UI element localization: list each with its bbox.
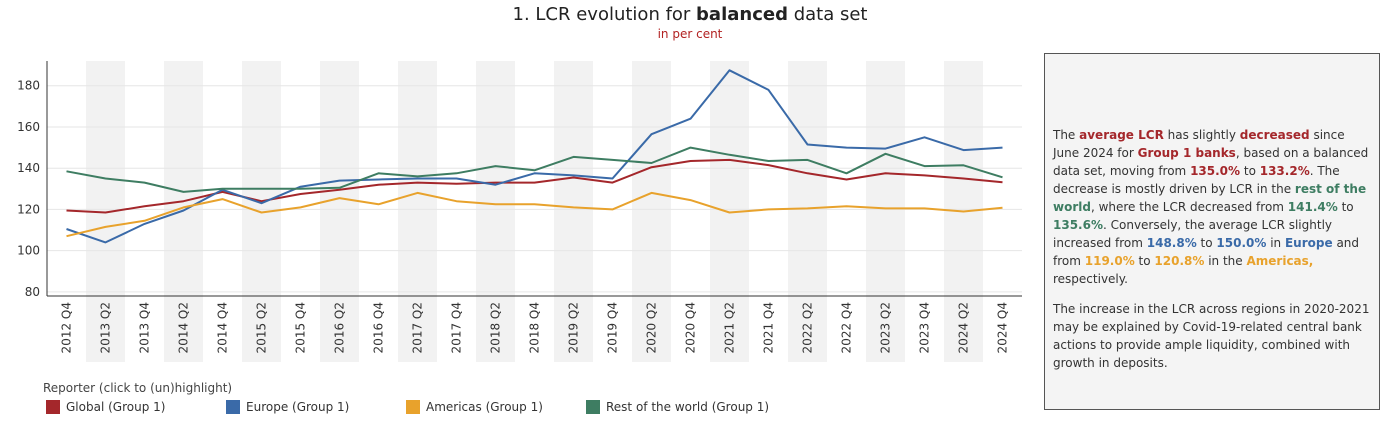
legend-swatch-americas xyxy=(406,400,420,414)
commentary-text: . The decrease is mostly driven by LCR i… xyxy=(1053,164,1340,196)
x-tick-label: 2015 Q2 xyxy=(255,302,269,353)
x-tick-label: 2014 Q2 xyxy=(177,302,191,353)
y-tick-label: 120 xyxy=(17,202,40,216)
commentary-text: respectively. xyxy=(1053,272,1128,286)
legend-title: Reporter (click to (un)highlight) xyxy=(43,381,233,395)
y-tick-label: 100 xyxy=(17,244,40,258)
category-band xyxy=(320,61,359,362)
x-tick-label: 2022 Q4 xyxy=(840,302,854,353)
legend-label-global: Global (Group 1) xyxy=(66,400,166,414)
x-tick-label: 2024 Q2 xyxy=(957,302,971,353)
chart-subtitle: in per cent xyxy=(657,27,723,41)
commentary-text: to xyxy=(1134,254,1155,268)
x-tick-label: 2020 Q2 xyxy=(645,302,659,353)
commentary-text: has slightly xyxy=(1163,128,1240,142)
legend-label-rest-of-world: Rest of the world (Group 1) xyxy=(606,400,770,414)
highlight-text: 133.2% xyxy=(1259,164,1310,178)
highlight-text: 120.8% xyxy=(1154,254,1205,268)
highlight-text: 148.8% xyxy=(1146,236,1197,250)
x-tick-label: 2023 Q2 xyxy=(879,302,893,353)
y-tick-label: 140 xyxy=(17,161,40,175)
x-tick-label: 2021 Q2 xyxy=(723,302,737,353)
commentary-text: and from xyxy=(1053,236,1360,268)
series-line-3 xyxy=(66,191,1003,238)
commentary-text: in xyxy=(1266,236,1285,250)
commentary-text: , based on a balanced data set, moving f… xyxy=(1053,146,1369,178)
commentary-text: to xyxy=(1196,236,1217,250)
x-tick-label: 2018 Q2 xyxy=(489,302,503,353)
x-tick-label: 2022 Q2 xyxy=(801,302,815,353)
chart-title: 1. LCR evolution for balanced data set xyxy=(512,4,868,25)
highlight-text: average LCR xyxy=(1079,128,1164,142)
highlight-text: Europe xyxy=(1284,236,1333,250)
y-tick-label: 160 xyxy=(17,120,40,134)
y-tick-label: 180 xyxy=(17,79,40,93)
series-line-4 xyxy=(66,146,1003,193)
commentary-text: , where the LCR decreased from xyxy=(1090,200,1288,214)
legend-swatch-global xyxy=(46,400,60,414)
commentary-panel: The average LCR has slightly decreased s… xyxy=(1044,53,1380,410)
commentary-paragraph-1: The average LCR has slightly decreased s… xyxy=(1053,126,1371,288)
category-band xyxy=(554,61,593,362)
x-tick-label: 2014 Q4 xyxy=(216,302,230,353)
highlight-text: 135.6% xyxy=(1053,218,1103,232)
commentary-paragraph-2: The increase in the LCR across regions i… xyxy=(1053,302,1370,370)
commentary-text: to xyxy=(1337,200,1354,214)
x-tick-label: 2020 Q4 xyxy=(684,302,698,353)
x-tick-label: 2023 Q4 xyxy=(918,302,932,353)
category-band xyxy=(398,61,437,362)
series-line-2 xyxy=(66,69,1003,244)
highlight-text: decreased xyxy=(1239,128,1310,142)
highlight-text: 150.0% xyxy=(1216,236,1267,250)
legend-label-europe: Europe (Group 1) xyxy=(246,400,350,414)
legend-item-global[interactable]: Global (Group 1) xyxy=(46,400,165,414)
commentary-text: in the xyxy=(1204,254,1247,268)
commentary-text: The xyxy=(1053,128,1080,142)
legend-swatch-rest-of-world xyxy=(586,400,600,414)
category-band xyxy=(476,61,515,362)
highlight-text: Americas, xyxy=(1246,254,1314,268)
y-tick-label: 80 xyxy=(25,285,40,299)
legend-label-americas: Americas (Group 1) xyxy=(426,400,543,414)
series-line-1 xyxy=(66,158,1003,214)
x-tick-label: 2013 Q4 xyxy=(138,302,152,353)
x-tick-label: 2015 Q4 xyxy=(294,302,308,353)
x-tick-label: 2021 Q4 xyxy=(762,302,776,353)
highlight-text: rest of the world xyxy=(1053,182,1367,214)
highlight-text: 135.0% xyxy=(1190,164,1241,178)
x-tick-label: 2019 Q4 xyxy=(606,302,620,353)
highlight-text: 141.4% xyxy=(1287,200,1338,214)
commentary-text: since June 2024 for xyxy=(1053,128,1345,160)
x-tick-label: 2019 Q2 xyxy=(567,302,581,353)
highlight-text: 119.0% xyxy=(1084,254,1135,268)
x-tick-label: 2016 Q2 xyxy=(333,302,347,353)
x-tick-label: 2013 Q2 xyxy=(99,302,113,353)
category-band xyxy=(632,61,671,362)
legend-item-europe[interactable]: Europe (Group 1) xyxy=(226,400,349,414)
x-tick-label: 2017 Q2 xyxy=(411,302,425,353)
x-tick-label: 2018 Q4 xyxy=(528,302,542,353)
x-tick-label: 2016 Q4 xyxy=(372,302,386,353)
category-band xyxy=(866,61,905,362)
commentary-text: . Conversely, the average LCR slightly i… xyxy=(1053,218,1333,250)
legend-item-rest-of-world[interactable]: Rest of the world (Group 1) xyxy=(586,400,769,414)
legend-item-americas[interactable]: Americas (Group 1) xyxy=(406,400,543,414)
x-tick-label: 2024 Q4 xyxy=(996,302,1010,353)
category-band xyxy=(788,61,827,362)
commentary-text: to xyxy=(1240,164,1260,178)
lcr-line-chart: 80 100 120 140 160 180 2012 Q4 2013 Q2 2013 Q4 20… xyxy=(17,61,1022,362)
x-tick-label: 2017 Q4 xyxy=(450,302,464,353)
x-tick-label: 2012 Q4 xyxy=(60,302,74,353)
highlight-text: Group 1 banks xyxy=(1137,146,1236,160)
legend-swatch-europe xyxy=(226,400,240,414)
